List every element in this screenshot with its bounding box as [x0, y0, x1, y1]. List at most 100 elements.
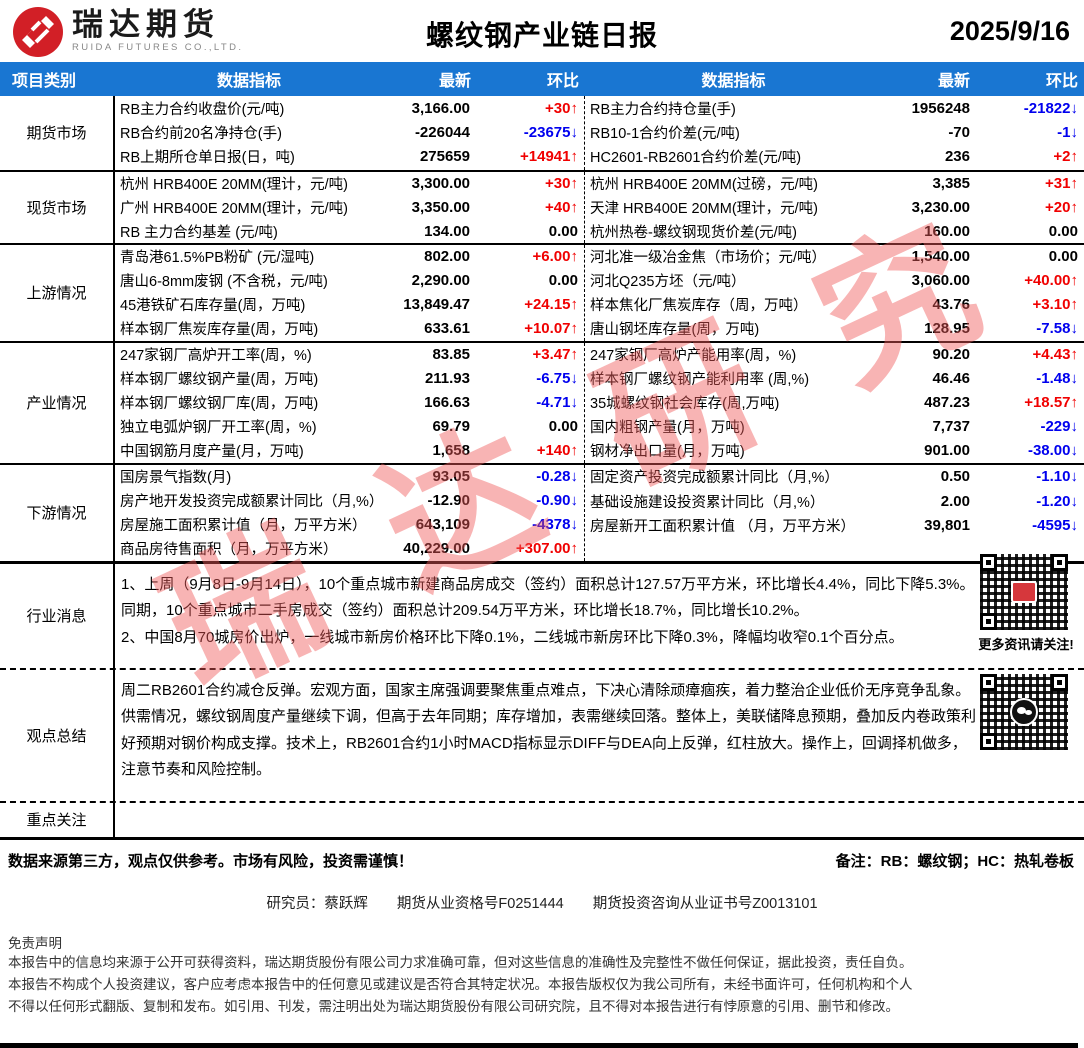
chg-value: -4595↓	[1032, 516, 1078, 534]
chg-value: -7.58↓	[1036, 320, 1078, 338]
chg-value: +4.43↑	[1032, 346, 1078, 364]
indicator-label: 河北Q235方坯（元/吨）	[590, 274, 746, 291]
chg-value: 0.00	[1048, 248, 1078, 266]
category-label: 产业情况	[0, 342, 115, 463]
indicator-row: 房屋新开工面积累计值 （月，万平方米） 39,801 -4595↓	[585, 513, 1084, 537]
indicator-row: 样本焦化厂焦炭库存（周，万吨） 43.76 +3.10↑	[585, 293, 1084, 317]
chg-value: 0.00	[548, 418, 578, 436]
risk-warning-text: 数据来源第三方，观点仅供参考。市场有风险，投资需谨慎！	[8, 852, 414, 870]
indicator-row: 广州 HRB400E 20MM(理计，元/吨) 3,350.00 +40↑	[115, 195, 584, 219]
chg-value: -21822↓	[1023, 100, 1078, 118]
latest-value: 40,229.00	[403, 540, 470, 558]
category-label: 现货市场	[0, 171, 115, 243]
chg-value: -4.71↓	[536, 394, 578, 412]
category-label-news: 行业消息	[0, 563, 115, 668]
indicator-label: 样本钢厂螺纹钢产量(周，万吨)	[120, 372, 319, 389]
indicator-label: 杭州 HRB400E 20MM(理计，元/吨)	[120, 176, 349, 193]
section-key-focus: 重点关注	[0, 800, 1084, 837]
chg-value: -1.48↓	[1036, 370, 1078, 388]
latest-value: 3,385	[932, 174, 970, 192]
latest-value: -70	[948, 124, 970, 142]
indicator-row: 样本钢厂螺纹钢产量(周，万吨) 211.93 -6.75↓	[115, 367, 584, 391]
table-header-left-block: 数据指标 最新 环比	[115, 67, 585, 91]
chg-value: +18.57↑	[1024, 394, 1078, 412]
chg-value: 0.00	[1048, 222, 1078, 240]
indicator-label: 基础设施建设投资累计同比（月,%）	[590, 494, 825, 511]
indicator-label: 钢材净出口量(月，万吨)	[590, 444, 745, 461]
latest-value: 90.20	[932, 346, 970, 364]
rows-right: 河北准一级冶金焦（市场价；元/吨） 1,540.00 0.00 河北Q235方坯（元/…	[585, 245, 1084, 341]
indicator-label: 样本钢厂螺纹钢产能利用率 (周,%)	[590, 372, 810, 389]
indicator-row: 247家钢厂高炉产能用率(周，%) 90.20 +4.43↑	[585, 343, 1084, 367]
section-产业情况: 产业情况 247家钢厂高炉开工率(周，%) 83.85 +3.47↑ 样本钢厂螺纹钢产量…	[0, 340, 1084, 463]
latest-value: 7,737	[932, 418, 970, 436]
rows-left: 国房景气指数(月) 93.05 -0.28↓ 房产地开发投资完成额累计同比（月,%） -…	[115, 464, 585, 561]
col-header-chg-right: 环比	[1045, 73, 1078, 90]
indicator-label: 青岛港61.5%PB粉矿 (元/湿吨)	[120, 250, 315, 267]
section-下游情况: 下游情况 国房景气指数(月) 93.05 -0.28↓ 房产地开发投资完成额累计同比（月…	[0, 462, 1084, 561]
category-label-summary: 观点总结	[0, 669, 115, 801]
indicator-row: 河北准一级冶金焦（市场价；元/吨） 1,540.00 0.00	[585, 245, 1084, 269]
indicator-row: 唐山钢坯库存量(周，万吨) 128.95 -7.58↓	[585, 317, 1084, 341]
researcher-credentials: 研究员：蔡跃辉 期货从业资格号F0251444 期货投资咨询从业证书号Z0013…	[266, 895, 818, 912]
indicator-label: 247家钢厂高炉产能用率(周，%)	[590, 348, 797, 365]
ruida-badge-icon	[1011, 581, 1037, 603]
indicator-row: 固定资产投资完成额累计同比（月,%） 0.50 -1.10↓	[585, 465, 1084, 489]
latest-value: 487.23	[924, 394, 970, 412]
qr-code-summary	[980, 674, 1068, 750]
latest-value: 901.00	[924, 442, 970, 460]
chg-value: +3.47↑	[532, 346, 578, 364]
rows-left: RB主力合约收盘价(元/吨) 3,166.00 +30↑ RB合约前20名净持仓(手)…	[115, 96, 585, 170]
latest-value: 3,166.00	[411, 100, 470, 118]
rows-right: RB主力合约持仓量(手) 1956248 -21822↓ RB10-1合约价差(元/吨…	[585, 96, 1084, 170]
indicator-label: RB主力合约收盘价(元/吨)	[120, 102, 285, 119]
indicator-row: 国内粗钢产量(月，万吨) 7,737 -229↓	[585, 415, 1084, 439]
indicator-label: 国内粗钢产量(月，万吨)	[590, 420, 745, 437]
indicator-label: 独立电弧炉钢厂开工率(周，%)	[120, 420, 317, 437]
category-label: 下游情况	[0, 464, 115, 561]
qr-finder	[980, 554, 997, 571]
data-sections: 期货市场 RB主力合约收盘价(元/吨) 3,166.00 +30↑ RB合约前20名净持…	[0, 96, 1084, 561]
latest-value: 802.00	[424, 248, 470, 266]
col-header-latest-left: 最新	[438, 73, 471, 90]
indicator-row: RB上期所仓单日报(日，吨) 275659 +14941↑	[115, 145, 584, 169]
latest-value: 160.00	[924, 222, 970, 240]
latest-value: 2.00	[940, 492, 970, 510]
latest-value: 643,109	[415, 516, 470, 534]
section-industry-news: 行业消息 1、上周（9月8日-9月14日），10个重点城市新建商品房成交（签约）…	[0, 560, 1084, 668]
indicator-row: 国房景气指数(月) 93.05 -0.28↓	[115, 465, 584, 489]
report-footer: 数据来源第三方，观点仅供参考。市场有风险，投资需谨慎！ 备注：RB：螺纹钢；HC…	[0, 840, 1084, 1048]
category-label-focus: 重点关注	[0, 802, 115, 837]
chg-value: -1.10↓	[1036, 468, 1078, 486]
indicator-row: 247家钢厂高炉开工率(周，%) 83.85 +3.47↑	[115, 343, 584, 367]
latest-value: 1,540.00	[911, 248, 970, 266]
indicator-label: 样本钢厂焦炭库存量(周，万吨)	[120, 322, 319, 339]
indicator-label: 商品房待售面积（月，万平方米）	[120, 542, 338, 559]
indicator-label: 唐山钢坯库存量(周，万吨)	[590, 322, 760, 339]
indicator-row: RB主力合约收盘价(元/吨) 3,166.00 +30↑	[115, 96, 584, 120]
indicator-row: 房屋施工面积累计值（月，万平方米） 643,109 -4378↓	[115, 513, 584, 537]
chg-value: 0.00	[548, 272, 578, 290]
indicator-label: 房屋新开工面积累计值 （月，万平方米）	[590, 518, 856, 535]
latest-value: 43.76	[932, 296, 970, 314]
latest-value: 3,230.00	[911, 198, 970, 216]
table-header-right-block: 数据指标 最新 环比	[585, 67, 1084, 91]
indicator-label: 广州 HRB400E 20MM(理计，元/吨)	[120, 200, 349, 217]
chg-value: -0.28↓	[536, 468, 578, 486]
latest-value: 134.00	[424, 222, 470, 240]
wechat-icon	[1010, 698, 1038, 726]
indicator-row: RB合约前20名净持仓(手) -226044 -23675↓	[115, 121, 584, 145]
qr-finder	[1051, 554, 1068, 571]
indicator-label: RB合约前20名净持仓(手)	[120, 126, 282, 143]
indicator-row: RB主力合约持仓量(手) 1956248 -21822↓	[585, 96, 1084, 120]
latest-value: 1956248	[911, 100, 970, 118]
latest-value: 3,300.00	[411, 174, 470, 192]
latest-value: 13,849.47	[403, 296, 470, 314]
rows-left: 247家钢厂高炉开工率(周，%) 83.85 +3.47↑ 样本钢厂螺纹钢产量(周，万…	[115, 342, 585, 463]
indicator-row: HC2601-RB2601合约价差(元/吨) 236 +2↑	[585, 145, 1084, 169]
latest-value: 3,350.00	[411, 198, 470, 216]
qr-finder	[980, 613, 997, 630]
qr-caption: 更多资讯请关注!	[978, 637, 1074, 652]
section-viewpoint-summary: 观点总结 周二RB2601合约减仓反弹。宏观方面，国家主席强调要聚焦重点难点，下…	[0, 667, 1084, 801]
